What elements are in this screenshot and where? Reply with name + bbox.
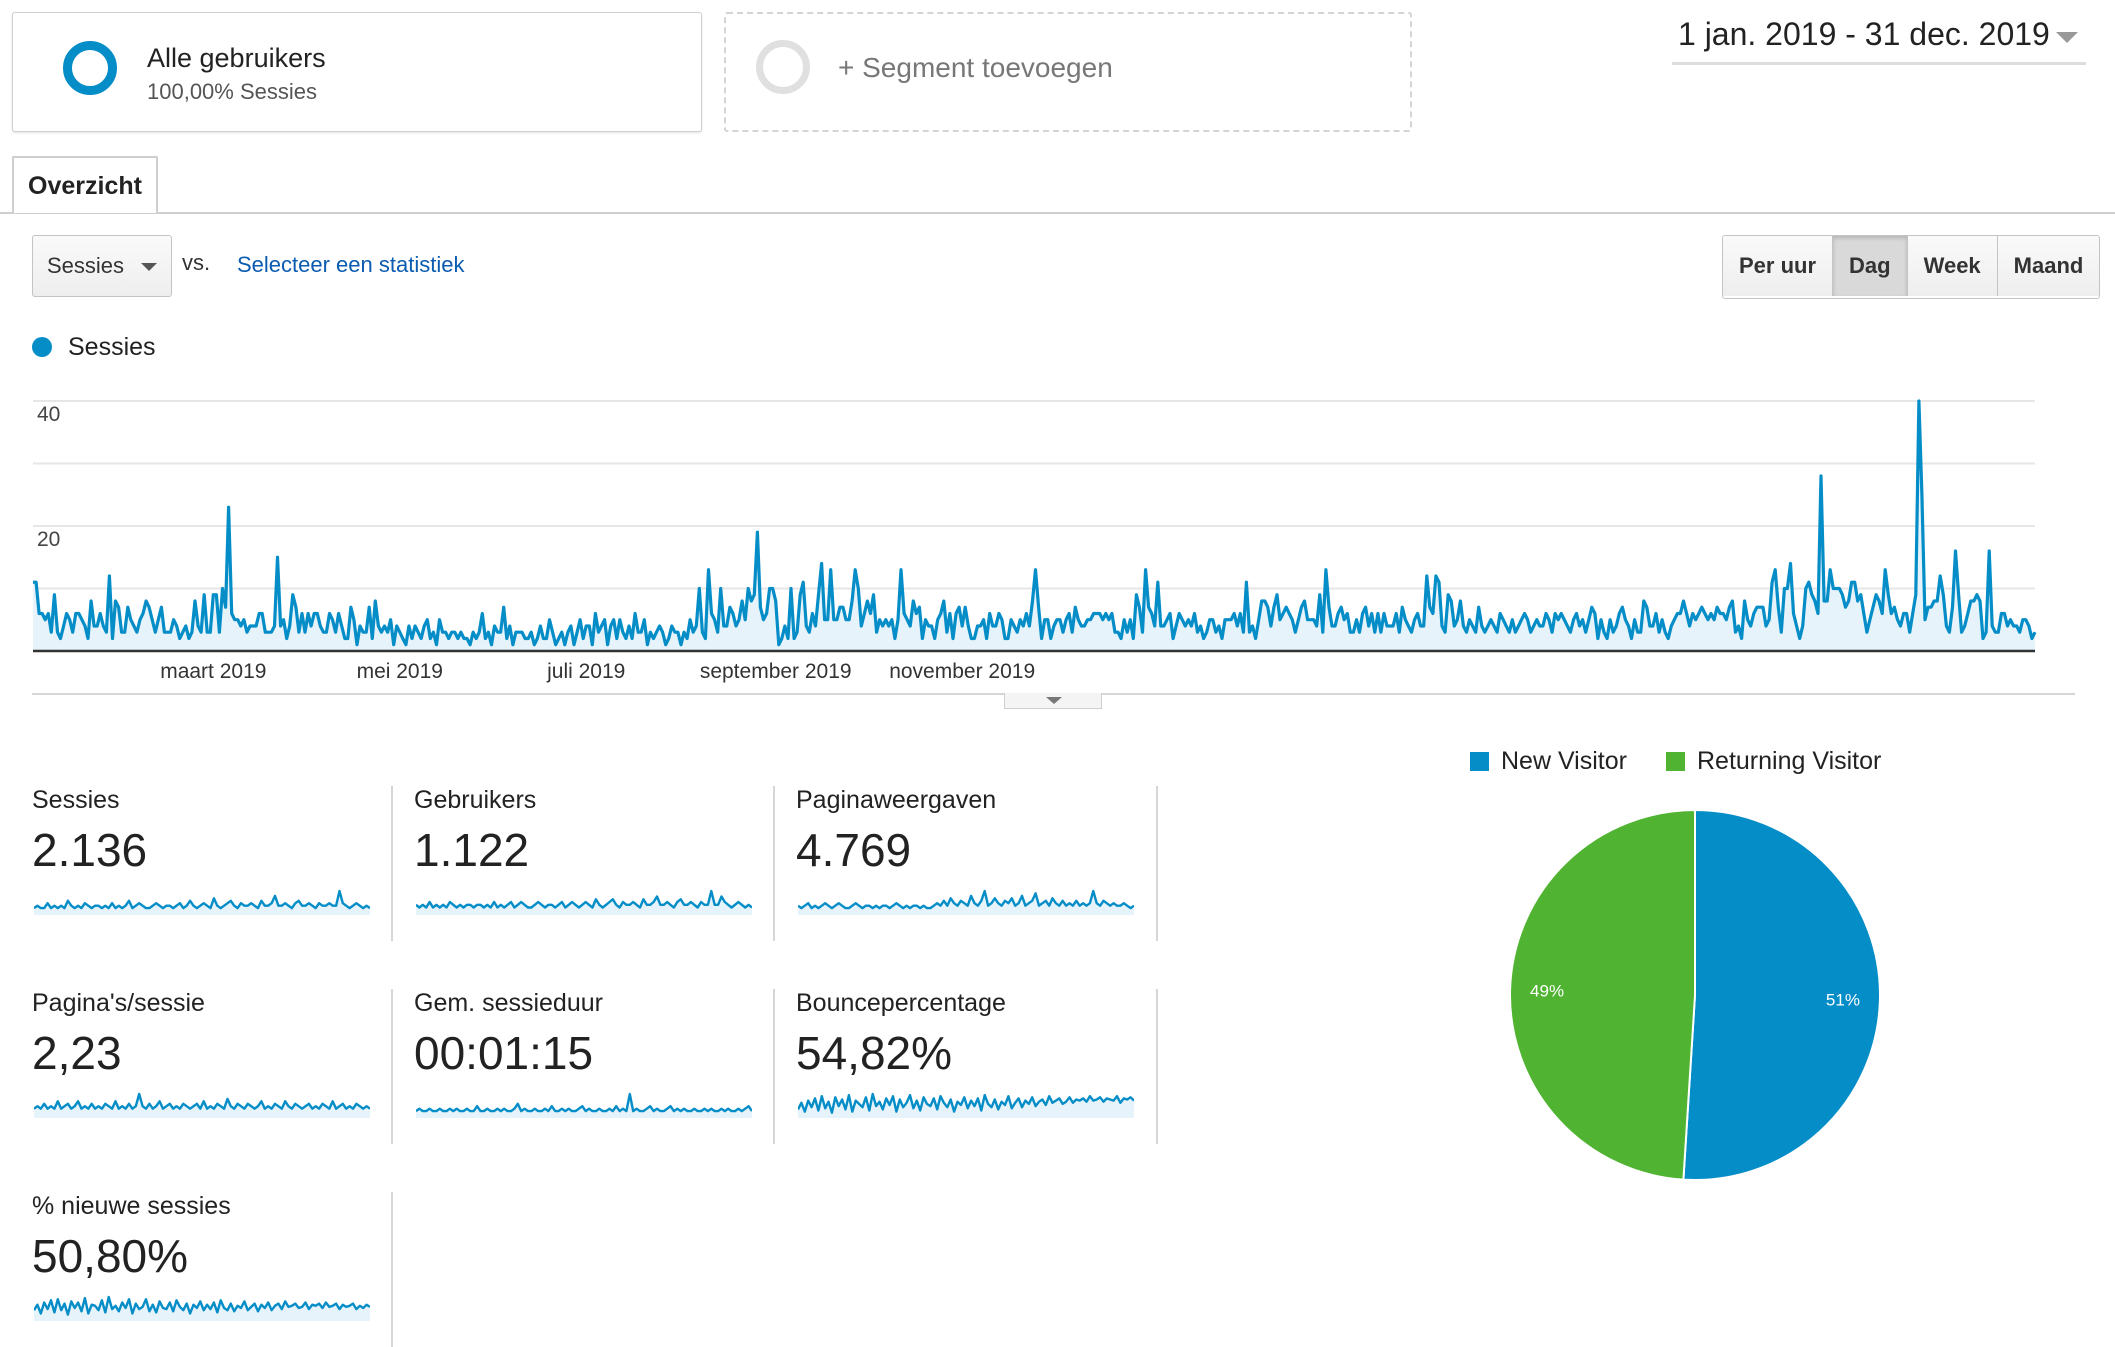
tile-divider [391,1192,393,1347]
sparkline-area [416,1094,752,1118]
metric-label: Sessies [32,786,120,814]
metric-value: 2.136 [32,824,148,876]
metric-sparkline [416,1092,752,1118]
segment-color-ring-icon [63,41,117,95]
tile-divider [773,786,775,941]
metric-sparkline [34,1295,370,1321]
segment-all-users[interactable]: Alle gebruikers 100,00% Sessies [12,12,702,132]
period-month-button[interactable]: Maand [1997,236,2100,296]
metric-tile-pageviews[interactable]: Paginaweergaven 4.769 [796,786,1158,941]
period-hourly-button[interactable]: Per uur [1723,236,1834,296]
metric-value: 54,82% [796,1027,953,1079]
segment-subtitle: 100,00% Sessies [147,79,317,104]
metric-tile-pages-per-session[interactable]: Pagina's/sessie 2,23 [32,989,394,1144]
metric-selector-label: Sessies [47,253,125,278]
tile-divider [1156,786,1158,941]
empty-segment-ring-icon [756,40,810,94]
x-tick-label: november 2019 [889,660,1035,683]
metric-sparkline [34,1092,370,1118]
metric-value: 1.122 [414,824,530,876]
metric-sparkline [34,889,370,915]
legend-series-dot [32,337,52,357]
tile-divider [773,989,775,1144]
tile-divider [1156,989,1158,1144]
compare-metric-link[interactable]: Selecteer een statistiek [237,252,465,277]
collapse-chart-button[interactable] [1004,693,1102,709]
metric-tile-bounce-rate[interactable]: Bouncepercentage 54,82% [796,989,1158,1144]
metric-selector[interactable]: Sessies [32,235,172,297]
tile-divider [391,786,393,941]
chevron-down-icon [2056,32,2078,43]
pie-slice-label: 51% [1826,991,1860,1010]
metric-label: Paginaweergaven [796,786,997,814]
x-tick-label: juli 2019 [546,660,625,683]
metric-label: Bouncepercentage [796,989,1006,1017]
metric-value: 00:01:15 [414,1027,594,1079]
pie-legend-swatch [1666,752,1685,771]
metric-sparkline [416,889,752,915]
metric-value: 4.769 [796,824,912,876]
add-segment-label: + Segment toevoegen [838,52,1113,83]
sparkline-line [34,1092,370,1110]
metric-label: Pagina's/sessie [32,989,205,1017]
date-range-label: 1 jan. 2019 - 31 dec. 2019 [1678,16,2050,52]
tab-overview[interactable]: Overzicht [12,156,158,213]
sparkline-line [34,889,370,910]
pie-legend-label: Returning Visitor [1697,747,1882,775]
metric-tile-sessions[interactable]: Sessies 2.136 [32,786,394,941]
sparkline-line [798,1092,1134,1114]
metric-tile-avg-session-duration[interactable]: Gem. sessieduur 00:01:15 [414,989,776,1144]
sparkline-line [416,889,752,909]
tab-bar-line [0,212,2115,214]
vs-label: vs. [182,250,211,275]
sparkline-area [416,891,752,915]
period-week-button[interactable]: Week [1907,236,1998,296]
metric-sparkline [798,1092,1134,1118]
sessions-series-line [33,399,2037,647]
x-tick-label: september 2019 [700,660,852,683]
sparkline-line [798,889,1134,910]
pie-legend-swatch [1470,752,1489,771]
x-tick-label: maart 2019 [160,660,266,683]
period-day-button[interactable]: Dag [1833,236,1908,296]
metric-label: Gem. sessieduur [414,989,603,1017]
pie-slice-label: 49% [1530,981,1564,1000]
metric-label: % nieuwe sessies [32,1192,231,1220]
pie-legend-label: New Visitor [1501,747,1627,775]
period-toggle-group: Per uur Dag Week Maand [1722,235,2101,299]
pie-slice-new-visitor [1682,808,1881,1181]
chevron-down-icon [1046,697,1062,704]
metric-label: Gebruikers [414,786,537,814]
metric-tile-users[interactable]: Gebruikers 1.122 [414,786,776,941]
visitor-type-pie-chart: 51% 49% [1508,808,1881,1181]
legend-series-label: Sessies [68,333,156,361]
metric-sparkline [798,889,1134,915]
sparkline-area [34,891,370,915]
sparkline-area [798,891,1134,915]
y-tick-label: 20 [37,528,60,551]
metric-value: 2,23 [32,1027,122,1079]
dropdown-caret-icon [141,263,157,271]
segment-title: Alle gebruikers [147,43,326,73]
metric-tile-new-sessions[interactable]: % nieuwe sessies 50,80% [32,1192,394,1347]
tile-divider [391,989,393,1144]
y-tick-label: 40 [37,403,60,426]
sparkline-line [34,1295,370,1316]
x-tick-label: mei 2019 [357,660,443,683]
tab-overview-label: Overzicht [28,172,142,200]
sessions-line-chart: 20 40 maart 2019 mei 2019 juli 2019 september… [33,399,2037,683]
sparkline-line [416,1092,752,1113]
metric-value: 50,80% [32,1230,189,1282]
date-range-picker[interactable]: 1 jan. 2019 - 31 dec. 2019 [1672,16,2086,65]
add-segment-button[interactable]: + Segment toevoegen [724,12,1412,132]
pie-slice-returning-visitor [1508,808,1696,1181]
